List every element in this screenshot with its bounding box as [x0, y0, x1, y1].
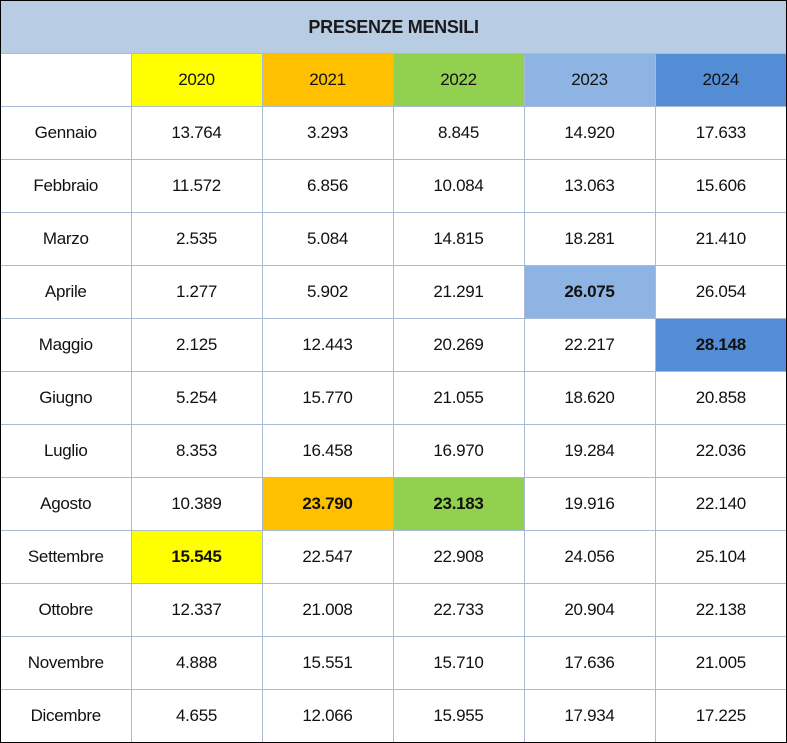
value-cell-2023[interactable]: 19.916 [523, 477, 656, 531]
value-cell-2020[interactable]: 10.389 [130, 477, 263, 531]
value-cell-2021[interactable]: 12.443 [261, 318, 394, 372]
month-label-cell[interactable]: Luglio [1, 424, 132, 478]
value-cell-2023[interactable]: 17.934 [523, 689, 656, 742]
value-cell-2022[interactable]: 8.845 [392, 106, 525, 160]
value-cell-2022[interactable]: 22.733 [392, 583, 525, 637]
value-cell-2023[interactable]: 14.920 [523, 106, 656, 160]
year-header-2024[interactable]: 2024 [654, 53, 787, 107]
value-cell-2024[interactable]: 20.858 [654, 371, 787, 425]
year-header-2022[interactable]: 2022 [392, 53, 525, 107]
table-row-aprile: Aprile 1.277 5.902 21.291 26.075 26.054 [1, 265, 787, 319]
value-cell-2023[interactable]: 22.217 [523, 318, 656, 372]
value-cell-2020[interactable]: 13.764 [130, 106, 263, 160]
table-row-giugno: Giugno 5.254 15.770 21.055 18.620 20.858 [1, 371, 787, 425]
value-cell-2020[interactable]: 15.545 [130, 530, 263, 584]
value-cell-2020[interactable]: 1.277 [130, 265, 263, 319]
value-cell-2022[interactable]: 21.291 [392, 265, 525, 319]
value-cell-2020[interactable]: 4.888 [130, 636, 263, 690]
month-label-cell[interactable]: Novembre [1, 636, 132, 690]
value-cell-2020[interactable]: 4.655 [130, 689, 263, 742]
year-header-2023[interactable]: 2023 [523, 53, 656, 107]
value-cell-2021[interactable]: 5.084 [261, 212, 394, 266]
value-cell-2020[interactable]: 5.254 [130, 371, 263, 425]
value-cell-2024[interactable]: 22.138 [654, 583, 787, 637]
table-row-maggio: Maggio 2.125 12.443 20.269 22.217 28.148 [1, 318, 787, 372]
value-cell-2023[interactable]: 26.075 [523, 265, 656, 319]
value-cell-2021[interactable]: 16.458 [261, 424, 394, 478]
month-label-cell[interactable]: Dicembre [1, 689, 132, 742]
value-cell-2024[interactable]: 22.036 [654, 424, 787, 478]
value-cell-2024[interactable]: 22.140 [654, 477, 787, 531]
table-row-agosto: Agosto 10.389 23.790 23.183 19.916 22.140 [1, 477, 787, 531]
header-row: 2020 2021 2022 2023 2024 [1, 53, 787, 107]
value-cell-2024[interactable]: 17.633 [654, 106, 787, 160]
value-cell-2021[interactable]: 12.066 [261, 689, 394, 742]
title-row: PRESENZE MENSILI [1, 1, 787, 54]
table-row-gennaio: Gennaio 13.764 3.293 8.845 14.920 17.633 [1, 106, 787, 160]
value-cell-2023[interactable]: 19.284 [523, 424, 656, 478]
value-cell-2021[interactable]: 15.770 [261, 371, 394, 425]
year-header-2021[interactable]: 2021 [261, 53, 394, 107]
month-label-cell[interactable]: Marzo [1, 212, 132, 266]
month-label-cell[interactable]: Aprile [1, 265, 132, 319]
value-cell-2023[interactable]: 18.281 [523, 212, 656, 266]
value-cell-2022[interactable]: 23.183 [392, 477, 525, 531]
month-label-cell[interactable]: Maggio [1, 318, 132, 372]
year-header-2020[interactable]: 2020 [130, 53, 263, 107]
table-row-luglio: Luglio 8.353 16.458 16.970 19.284 22.036 [1, 424, 787, 478]
value-cell-2022[interactable]: 14.815 [392, 212, 525, 266]
table-row-marzo: Marzo 2.535 5.084 14.815 18.281 21.410 [1, 212, 787, 266]
value-cell-2024[interactable]: 21.410 [654, 212, 787, 266]
value-cell-2022[interactable]: 22.908 [392, 530, 525, 584]
table-row-febbraio: Febbraio 11.572 6.856 10.084 13.063 15.606 [1, 159, 787, 213]
month-label-cell[interactable]: Agosto [1, 477, 132, 531]
value-cell-2024[interactable]: 17.225 [654, 689, 787, 742]
month-label-cell[interactable]: Giugno [1, 371, 132, 425]
value-cell-2020[interactable]: 12.337 [130, 583, 263, 637]
table-row-novembre: Novembre 4.888 15.551 15.710 17.636 21.005 [1, 636, 787, 690]
value-cell-2022[interactable]: 15.955 [392, 689, 525, 742]
value-cell-2020[interactable]: 2.125 [130, 318, 263, 372]
value-cell-2021[interactable]: 21.008 [261, 583, 394, 637]
value-cell-2022[interactable]: 16.970 [392, 424, 525, 478]
value-cell-2023[interactable]: 13.063 [523, 159, 656, 213]
table-row-settembre: Settembre 15.545 22.547 22.908 24.056 25.104 [1, 530, 787, 584]
value-cell-2021[interactable]: 15.551 [261, 636, 394, 690]
table-row-ottobre: Ottobre 12.337 21.008 22.733 20.904 22.138 [1, 583, 787, 637]
value-cell-2024[interactable]: 28.148 [654, 318, 787, 372]
value-cell-2023[interactable]: 20.904 [523, 583, 656, 637]
month-label-cell[interactable]: Gennaio [1, 106, 132, 160]
value-cell-2020[interactable]: 2.535 [130, 212, 263, 266]
value-cell-2024[interactable]: 15.606 [654, 159, 787, 213]
value-cell-2021[interactable]: 3.293 [261, 106, 394, 160]
value-cell-2022[interactable]: 15.710 [392, 636, 525, 690]
value-cell-2023[interactable]: 24.056 [523, 530, 656, 584]
table-row-dicembre: Dicembre 4.655 12.066 15.955 17.934 17.225 [1, 689, 787, 742]
value-cell-2024[interactable]: 26.054 [654, 265, 787, 319]
value-cell-2024[interactable]: 25.104 [654, 530, 787, 584]
value-cell-2020[interactable]: 8.353 [130, 424, 263, 478]
value-cell-2022[interactable]: 20.269 [392, 318, 525, 372]
value-cell-2021[interactable]: 22.547 [261, 530, 394, 584]
value-cell-2023[interactable]: 17.636 [523, 636, 656, 690]
value-cell-2021[interactable]: 23.790 [261, 477, 394, 531]
month-label-cell[interactable]: Febbraio [1, 159, 132, 213]
header-corner-cell[interactable] [1, 53, 132, 107]
value-cell-2023[interactable]: 18.620 [523, 371, 656, 425]
month-label-cell[interactable]: Ottobre [1, 583, 132, 637]
value-cell-2021[interactable]: 5.902 [261, 265, 394, 319]
value-cell-2024[interactable]: 21.005 [654, 636, 787, 690]
value-cell-2021[interactable]: 6.856 [261, 159, 394, 213]
value-cell-2022[interactable]: 10.084 [392, 159, 525, 213]
value-cell-2020[interactable]: 11.572 [130, 159, 263, 213]
table-title: PRESENZE MENSILI [1, 1, 787, 54]
month-label-cell[interactable]: Settembre [1, 530, 132, 584]
value-cell-2022[interactable]: 21.055 [392, 371, 525, 425]
